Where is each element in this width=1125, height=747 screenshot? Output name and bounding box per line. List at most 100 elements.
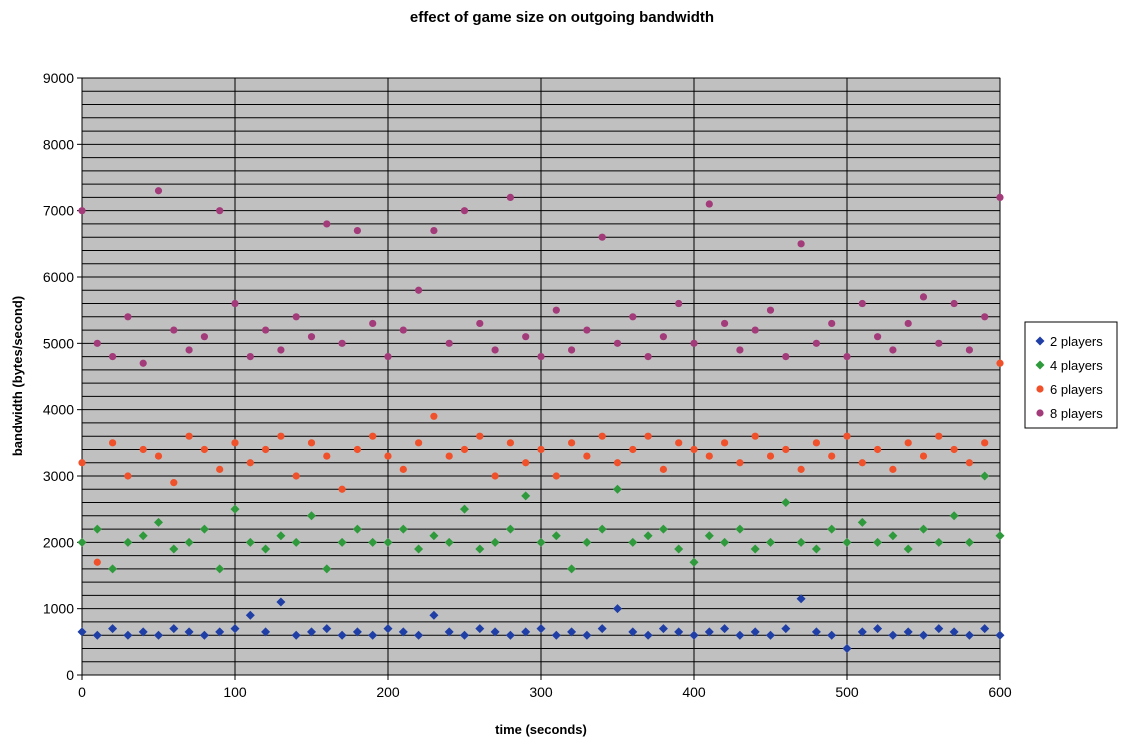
data-point bbox=[368, 630, 378, 640]
data-point bbox=[307, 439, 316, 447]
data-point bbox=[246, 459, 254, 467]
data-point bbox=[704, 531, 714, 541]
legend-label: 4 players bbox=[1050, 358, 1103, 373]
data-point bbox=[568, 346, 576, 354]
y-tick-label: 7000 bbox=[43, 203, 74, 219]
data-point bbox=[108, 624, 118, 634]
legend-label: 2 players bbox=[1050, 334, 1103, 349]
data-point bbox=[797, 465, 805, 473]
data-point bbox=[736, 346, 744, 354]
x-tick-label: 500 bbox=[835, 684, 859, 700]
data-point bbox=[108, 564, 118, 574]
data-point bbox=[583, 326, 591, 334]
y-tick-label: 6000 bbox=[43, 269, 74, 285]
data-point bbox=[981, 439, 989, 447]
data-point bbox=[935, 432, 943, 440]
y-tick-label: 1000 bbox=[43, 601, 74, 617]
data-point bbox=[828, 319, 836, 328]
data-point bbox=[215, 564, 225, 574]
y-tick-label: 5000 bbox=[43, 335, 74, 351]
x-tick-label: 0 bbox=[78, 684, 86, 700]
data-point bbox=[750, 627, 760, 637]
data-point bbox=[689, 630, 699, 640]
data-point bbox=[613, 484, 622, 494]
data-point bbox=[77, 627, 87, 637]
data-point bbox=[200, 333, 208, 341]
data-point bbox=[782, 353, 790, 361]
data-point bbox=[689, 557, 699, 567]
data-point bbox=[445, 452, 453, 460]
x-tick-label: 600 bbox=[988, 684, 1012, 700]
data-point bbox=[383, 624, 393, 634]
data-point bbox=[980, 471, 990, 481]
data-point bbox=[889, 465, 897, 473]
data-point bbox=[766, 306, 775, 314]
chart-title: effect of game size on outgoing bandwidt… bbox=[410, 9, 714, 26]
data-point bbox=[843, 353, 851, 361]
data-point bbox=[291, 537, 301, 547]
data-point bbox=[949, 627, 959, 637]
data-point bbox=[567, 564, 577, 574]
data-point bbox=[78, 459, 86, 467]
data-point bbox=[827, 524, 837, 534]
data-point bbox=[399, 465, 407, 473]
data-point bbox=[781, 624, 791, 634]
y-axis-label: bandwidth (bytes/second) bbox=[10, 296, 25, 456]
data-point bbox=[352, 524, 362, 534]
data-point bbox=[276, 597, 286, 607]
data-point bbox=[551, 531, 561, 541]
data-point bbox=[598, 432, 606, 440]
data-point bbox=[811, 544, 821, 554]
data-point bbox=[842, 537, 852, 547]
data-point bbox=[934, 537, 944, 547]
y-tick-label: 4000 bbox=[43, 402, 74, 418]
data-point bbox=[123, 630, 133, 640]
data-point bbox=[307, 627, 316, 637]
data-point bbox=[965, 459, 974, 467]
legend: 2 players 4 players 6 players 8 players bbox=[1024, 321, 1118, 429]
data-point bbox=[337, 537, 347, 547]
data-point bbox=[736, 459, 744, 467]
data-point bbox=[139, 359, 147, 367]
data-point bbox=[552, 306, 560, 314]
data-point bbox=[735, 524, 745, 534]
data-point bbox=[261, 627, 271, 637]
legend-marker bbox=[1035, 360, 1045, 370]
data-point bbox=[536, 537, 546, 547]
x-tick-label: 400 bbox=[682, 684, 706, 700]
data-point bbox=[154, 517, 163, 527]
data-point bbox=[705, 452, 713, 460]
data-point bbox=[613, 459, 622, 467]
data-point bbox=[521, 627, 531, 637]
data-point bbox=[644, 353, 652, 361]
data-point bbox=[889, 346, 897, 354]
data-point bbox=[430, 412, 438, 420]
data-point bbox=[460, 445, 469, 454]
data-point bbox=[230, 624, 240, 634]
data-point bbox=[231, 299, 239, 308]
data-point bbox=[276, 531, 286, 541]
data-point bbox=[720, 537, 730, 547]
data-point bbox=[628, 627, 638, 637]
data-point bbox=[169, 624, 179, 634]
data-point bbox=[873, 624, 883, 634]
data-point bbox=[796, 537, 806, 547]
data-point bbox=[231, 439, 239, 447]
data-point bbox=[505, 630, 515, 640]
data-point bbox=[582, 537, 592, 547]
data-point bbox=[995, 531, 1005, 541]
data-point bbox=[843, 432, 851, 440]
data-point bbox=[811, 627, 821, 637]
data-point bbox=[292, 472, 300, 480]
data-point bbox=[536, 624, 546, 634]
data-point bbox=[903, 627, 913, 637]
data-point bbox=[629, 445, 637, 454]
data-point bbox=[857, 517, 867, 527]
data-point bbox=[169, 544, 179, 554]
legend-label: 6 players bbox=[1050, 382, 1103, 397]
data-point bbox=[154, 630, 163, 640]
data-point bbox=[445, 339, 453, 347]
data-point bbox=[828, 452, 836, 460]
